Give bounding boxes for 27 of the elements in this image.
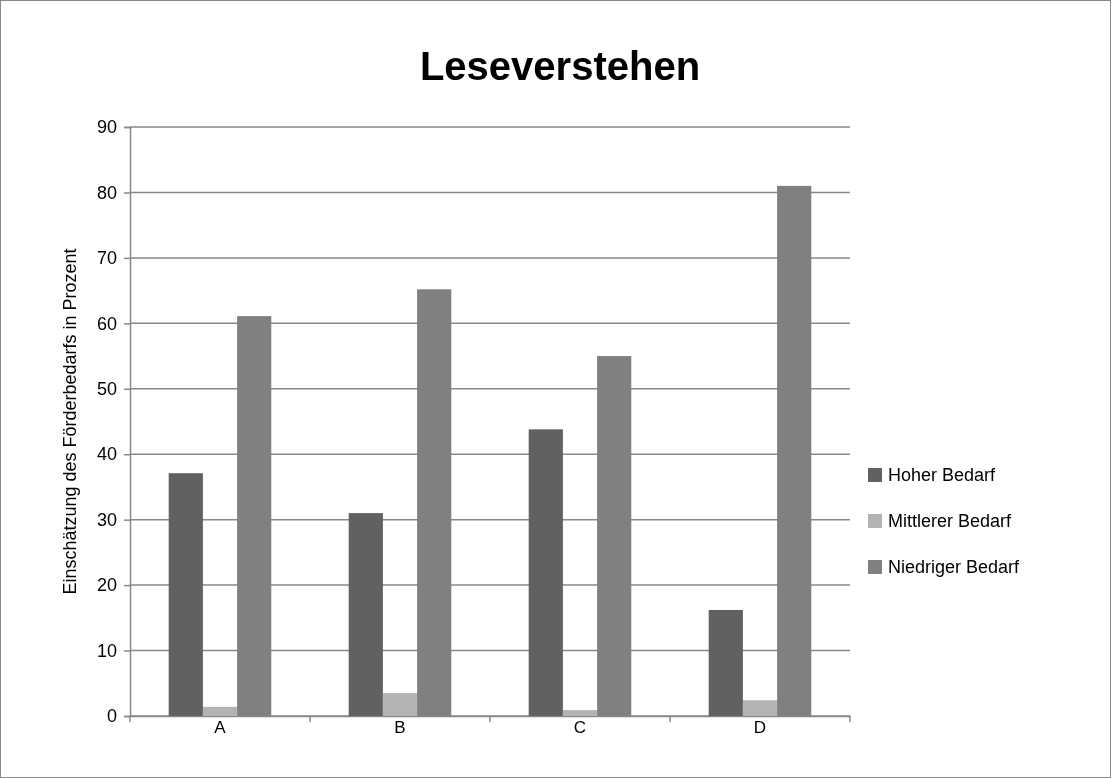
y-tick-label: 80 bbox=[96, 182, 117, 203]
x-tick-label: B bbox=[394, 718, 406, 737]
legend-label: Hoher Bedarf bbox=[888, 465, 997, 485]
legend-label: Niedriger Bedarf bbox=[888, 557, 1021, 577]
bar bbox=[708, 609, 743, 716]
x-tick-label: A bbox=[214, 718, 227, 737]
bar bbox=[168, 473, 203, 716]
y-tick-label: 0 bbox=[106, 706, 117, 727]
y-tick-label: 10 bbox=[96, 640, 117, 661]
y-tick-label: 40 bbox=[96, 444, 117, 465]
y-tick-label: 30 bbox=[96, 509, 117, 530]
y-tick-label: 70 bbox=[96, 248, 117, 269]
x-tick-label: D bbox=[753, 718, 767, 737]
bar bbox=[562, 710, 598, 716]
legend-label: Mittlerer Bedarf bbox=[888, 511, 1013, 531]
bar bbox=[202, 706, 238, 716]
x-tick-label: C bbox=[573, 718, 587, 737]
chart-title: Leseverstehen bbox=[419, 44, 701, 88]
bar bbox=[348, 513, 383, 716]
bar bbox=[528, 429, 563, 716]
y-axis-title: Einschätzung des Förderbedarfs in Prozent bbox=[60, 248, 80, 595]
y-tick-label: 20 bbox=[96, 575, 117, 596]
bar bbox=[742, 700, 778, 716]
bar bbox=[382, 693, 418, 716]
y-tick-label: 60 bbox=[96, 313, 117, 334]
y-tick-label: 90 bbox=[96, 117, 117, 138]
y-tick-label: 50 bbox=[96, 379, 117, 400]
